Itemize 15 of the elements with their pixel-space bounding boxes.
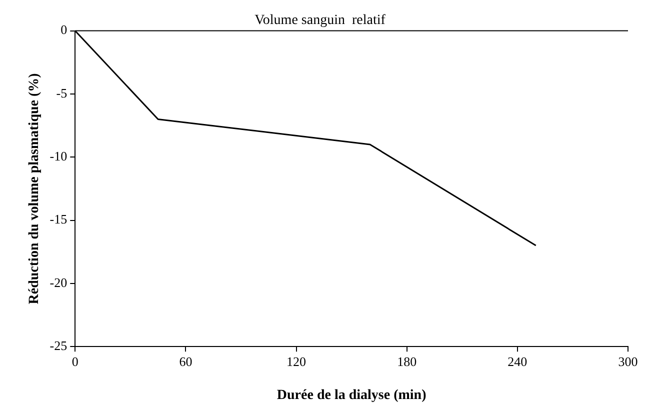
y-tick-label: -20 <box>50 274 68 290</box>
x-tick-label: 300 <box>618 354 638 369</box>
y-tick-label: -10 <box>50 148 68 164</box>
chart-title: Volume sanguin relatif <box>254 13 386 28</box>
x-tick-label: 180 <box>397 354 417 369</box>
y-tick-label: -15 <box>50 212 68 227</box>
y-tick-label: 0 <box>60 22 68 38</box>
y-tick-label: -5 <box>56 85 68 100</box>
x-tick-label: 0 <box>72 354 78 369</box>
y-axis-title: Réduction du volume plasmatique (%) <box>27 72 42 304</box>
x-tick-label: 120 <box>286 354 306 369</box>
x-tick-label: 240 <box>508 354 528 369</box>
y-tick-label: -25 <box>50 338 68 354</box>
x-axis-title: Durée de la dialyse (min) <box>276 388 427 404</box>
x-tick-label: 60 <box>179 354 192 369</box>
